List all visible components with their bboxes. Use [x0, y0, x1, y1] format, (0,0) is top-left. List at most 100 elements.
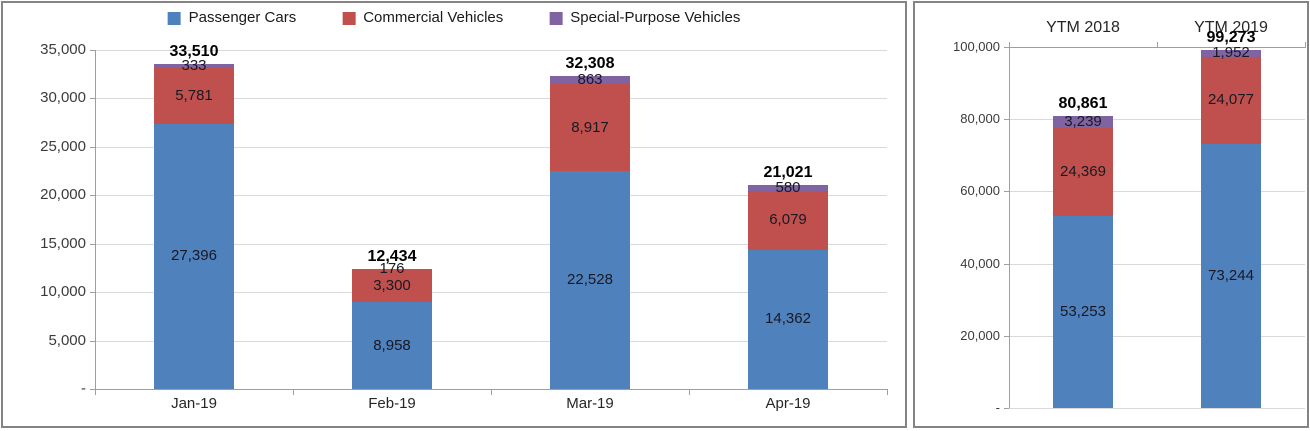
y-axis-tick-label: 80,000: [960, 111, 1000, 126]
category-label: Feb-19: [368, 395, 416, 412]
y-axis-tick: [1004, 336, 1009, 337]
bar-segment-value-label: 3,300: [373, 277, 411, 294]
legend-item-special-purpose-vehicles: Special-Purpose Vehicles: [549, 10, 740, 26]
bar-total-label: 21,021: [763, 164, 813, 181]
bar-segment-special-purpose-vehicles: [1201, 49, 1261, 57]
gridline: [95, 341, 887, 342]
gridline: [95, 244, 887, 245]
bar-segment-special-purpose-vehicles: [748, 185, 828, 191]
bar-total-label: 12,434: [367, 248, 417, 265]
legend-swatch-special-purpose-vehicles-icon: [549, 11, 563, 25]
gridline: [1009, 264, 1305, 265]
x-axis-tick: [95, 389, 96, 395]
x-axis-tick: [887, 389, 888, 395]
bar-segment-value-label: 22,528: [567, 271, 613, 288]
bar-segment-special-purpose-vehicles: [550, 76, 630, 85]
y-axis-tick-label: 35,000: [40, 41, 86, 58]
bar-segment-value-label: 24,369: [1060, 163, 1106, 180]
bar-segment-value-label: 863: [577, 71, 603, 88]
y-axis-tick: [1004, 408, 1009, 409]
bar-segment-value-label: 14,362: [765, 310, 811, 327]
y-axis-tick-label: 15,000: [40, 235, 86, 252]
gridline: [1009, 336, 1305, 337]
bar-segment-value-label: 8,917: [571, 119, 609, 136]
bar-segment-value-label: 333: [181, 57, 207, 74]
y-axis-tick: [1004, 119, 1009, 120]
gridline: [1009, 119, 1305, 120]
bar-segment-value-label: 53,253: [1060, 303, 1106, 320]
y-axis-line: [1009, 47, 1010, 408]
bar-segment-passenger-cars: [352, 302, 432, 389]
y-axis-tick-label: 60,000: [960, 183, 1000, 198]
category-label: Mar-19: [566, 395, 614, 412]
y-axis-tick: [1004, 191, 1009, 192]
legend-swatch-passenger-cars-icon: [167, 11, 181, 25]
gridline: [95, 50, 887, 51]
y-axis-tick: [90, 195, 95, 196]
ytm-chart-panel: - 20,000 40,000 60,000 80,000 100,000 YTM 2018…: [913, 1, 1309, 428]
category-label: Jan-19: [171, 395, 217, 412]
y-axis-tick-label: 20,000: [40, 186, 86, 203]
y-axis-tick-label: 40,000: [960, 256, 1000, 271]
x-axis-tick: [1009, 42, 1010, 48]
bar-segment-passenger-cars: [550, 170, 630, 389]
bar-segment-value-label: 73,244: [1208, 267, 1254, 284]
bar-segment-passenger-cars: [748, 249, 828, 389]
y-axis-tick-label: 20,000: [960, 328, 1000, 343]
x-axis-tick: [293, 389, 294, 395]
y-axis-tick: [90, 244, 95, 245]
legend-label-passenger-cars: Passenger Cars: [188, 9, 297, 26]
y-axis-tick: [90, 389, 95, 390]
y-axis-tick-label: 10,000: [40, 283, 86, 300]
bar-segment-commercial-vehicles: [1053, 127, 1113, 216]
gridline: [95, 195, 887, 196]
bar-segment-passenger-cars: [1201, 143, 1261, 408]
y-axis-tick: [90, 341, 95, 342]
legend-label-commercial-vehicles: Commercial Vehicles: [363, 9, 504, 26]
bar-segment-passenger-cars: [1053, 215, 1113, 408]
gridline: [1009, 408, 1305, 409]
category-label: Apr-19: [765, 395, 811, 412]
y-axis-tick-label: -: [995, 400, 1000, 415]
legend: Passenger Cars Commercial Vehicles Speci…: [167, 9, 740, 26]
bar-segment-value-label: 3,239: [1064, 113, 1102, 130]
bar-total-label: 33,510: [169, 43, 219, 60]
y-axis-tick: [90, 147, 95, 148]
bar-segment-value-label: 24,077: [1208, 91, 1254, 108]
x-axis-tick: [1305, 42, 1306, 48]
bar-segment-commercial-vehicles: [1201, 56, 1261, 144]
y-axis-tick-label: 25,000: [40, 138, 86, 155]
legend-item-passenger-cars: Passenger Cars: [167, 9, 297, 26]
bar-segment-commercial-vehicles: [550, 84, 630, 171]
x-axis-tick: [1157, 42, 1158, 48]
bar-segment-special-purpose-vehicles: [352, 268, 432, 271]
y-axis-tick: [90, 98, 95, 99]
bar-total-label: 32,308: [565, 55, 615, 72]
gridline: [1009, 191, 1305, 192]
y-axis-tick: [90, 50, 95, 51]
y-axis-tick: [90, 292, 95, 293]
bar-segment-value-label: 580: [775, 179, 801, 196]
y-axis-tick-label: 100,000: [953, 39, 1000, 54]
y-axis-tick-label: 5,000: [48, 332, 86, 349]
gridline: [95, 292, 887, 293]
monthly-chart-panel: Passenger Cars Commercial Vehicles Speci…: [1, 1, 907, 428]
bar-total-label: 99,273: [1206, 29, 1256, 46]
bar-segment-commercial-vehicles: [154, 67, 234, 124]
bar-segment-commercial-vehicles: [352, 270, 432, 303]
legend-swatch-commercial-vehicles-icon: [342, 11, 356, 25]
bar-segment-value-label: 1,952: [1212, 44, 1250, 61]
bar-segment-value-label: 6,079: [769, 211, 807, 228]
category-label: YTM 2019: [1194, 19, 1268, 36]
y-axis-tick: [1004, 47, 1009, 48]
legend-item-commercial-vehicles: Commercial Vehicles: [342, 10, 503, 26]
bar-segment-value-label: 5,781: [175, 87, 213, 104]
y-axis-tick: [1004, 264, 1009, 265]
bar-segment-commercial-vehicles: [748, 191, 828, 250]
category-label: YTM 2018: [1046, 19, 1120, 36]
bar-segment-value-label: 176: [379, 260, 405, 277]
gridline: [95, 98, 887, 99]
bar-total-label: 80,861: [1058, 95, 1108, 112]
bar-segment-passenger-cars: [154, 123, 234, 389]
